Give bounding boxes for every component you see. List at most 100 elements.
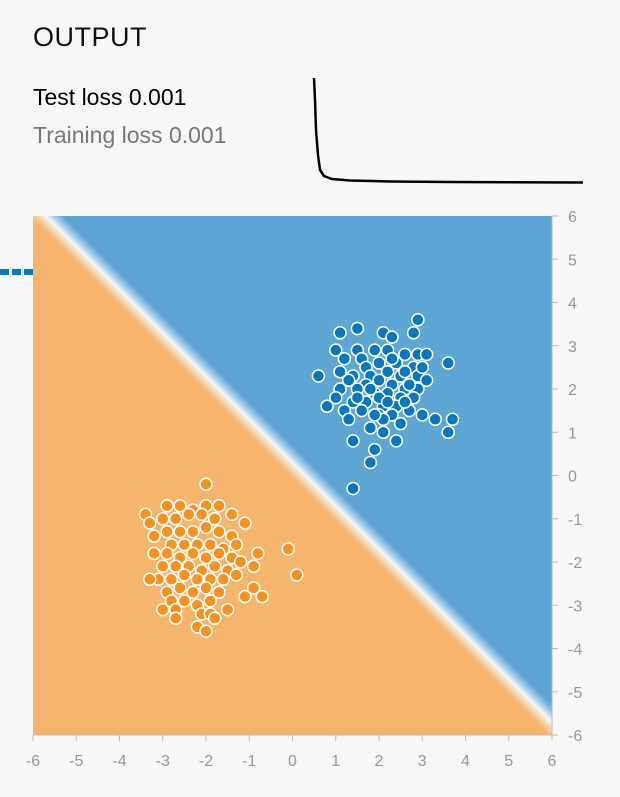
negative-data-point	[181, 507, 196, 522]
x-tick-label: 3	[418, 753, 427, 770]
positive-data-point	[441, 425, 455, 440]
data-points-layer	[138, 313, 460, 638]
x-tick-label: -1	[242, 753, 256, 770]
positive-data-point	[333, 326, 347, 340]
positive-data-point	[428, 412, 442, 427]
negative-data-point	[290, 568, 304, 582]
training-loss: Training loss 0.001	[33, 122, 227, 149]
negative-data-point	[173, 581, 187, 595]
negative-data-point	[156, 559, 170, 574]
positive-data-point	[367, 408, 382, 422]
training-loss-value: 0.001	[168, 122, 227, 148]
positive-data-point	[441, 356, 455, 370]
y-tick-label: 5	[568, 252, 577, 269]
negative-data-point	[199, 520, 213, 535]
x-tick-label: -4	[112, 753, 126, 770]
negative-data-point	[220, 602, 235, 617]
negative-data-point	[229, 568, 244, 582]
positive-data-point	[363, 421, 378, 435]
test-loss-label: Test loss	[33, 84, 123, 110]
negative-data-point	[203, 594, 218, 608]
training-loss-label: Training loss	[33, 122, 163, 148]
negative-data-point	[246, 581, 261, 595]
positive-data-point	[419, 373, 434, 388]
positive-data-point	[372, 356, 386, 370]
negative-data-point	[212, 499, 226, 513]
negative-data-point	[212, 546, 226, 561]
positive-data-point	[320, 399, 334, 414]
negative-data-point	[233, 555, 248, 569]
y-tick-label: 0	[568, 469, 577, 486]
negative-data-point	[225, 507, 239, 522]
positive-data-point	[367, 343, 382, 357]
x-tick-label: 1	[331, 753, 340, 770]
y-tick-label: 1	[568, 425, 577, 442]
positive-data-point	[380, 395, 395, 409]
negative-data-point	[212, 585, 226, 600]
negative-data-point	[190, 572, 205, 587]
test-loss-value: 0.001	[128, 84, 187, 110]
negative-data-point	[199, 477, 213, 491]
x-tick-label: -3	[156, 753, 170, 770]
loss-curve-chart	[312, 77, 584, 184]
positive-data-point	[380, 364, 395, 379]
y-tick-label: -4	[568, 642, 582, 659]
positive-data-point	[337, 351, 352, 366]
loss-curve-line	[312, 77, 584, 184]
positive-data-point	[333, 364, 347, 379]
x-tick-label: 5	[504, 753, 513, 770]
positive-data-point	[341, 412, 356, 427]
decision-heatmap[interactable]	[33, 216, 552, 735]
x-tick-label: -2	[199, 753, 213, 770]
positive-data-point	[372, 373, 386, 388]
positive-data-point	[346, 434, 360, 448]
negative-data-point	[168, 559, 183, 574]
negative-data-point	[216, 572, 231, 587]
test-loss: Test loss 0.001	[33, 84, 186, 111]
positive-data-point	[350, 321, 365, 336]
negative-data-point	[238, 516, 252, 530]
x-tick-label: 2	[375, 753, 384, 770]
x-tick-label: -6	[26, 753, 40, 770]
negative-data-point	[251, 546, 265, 561]
negative-data-point	[143, 516, 157, 530]
positive-data-point	[311, 369, 326, 383]
negative-data-point	[199, 550, 213, 565]
negative-data-point	[177, 568, 192, 582]
negative-data-point	[177, 537, 192, 552]
network-link-stub	[0, 269, 33, 275]
positive-data-point	[341, 373, 356, 388]
x-tick-label: 0	[288, 753, 297, 770]
negative-data-point	[238, 589, 252, 604]
negative-data-point	[160, 524, 174, 539]
x-tick-label: 4	[461, 753, 470, 770]
positive-data-point	[398, 364, 412, 379]
negative-data-point	[246, 559, 261, 574]
positive-data-point	[363, 382, 378, 396]
positive-data-point	[376, 425, 391, 440]
y-tick-label: -6	[568, 728, 582, 745]
negative-data-point	[207, 611, 222, 625]
negative-data-point	[156, 602, 170, 617]
negative-data-point	[194, 507, 209, 522]
y-tick-label: -3	[568, 598, 582, 615]
y-tick-label: -1	[568, 512, 582, 529]
positive-data-point	[354, 403, 369, 418]
negative-data-point	[156, 512, 170, 526]
negative-data-point	[207, 512, 222, 526]
negative-data-point	[199, 581, 213, 595]
positive-data-point	[445, 412, 460, 427]
positive-data-point	[393, 416, 408, 431]
positive-data-point	[398, 395, 412, 409]
negative-data-point	[147, 546, 161, 561]
positive-data-point	[363, 455, 378, 470]
negative-data-point	[186, 524, 200, 539]
positive-data-point	[350, 390, 365, 405]
negative-data-point	[203, 537, 218, 552]
y-tick-label: 2	[568, 382, 577, 399]
y-tick-label: -5	[568, 685, 582, 702]
positive-data-point	[402, 377, 417, 392]
negative-data-point	[186, 585, 200, 600]
